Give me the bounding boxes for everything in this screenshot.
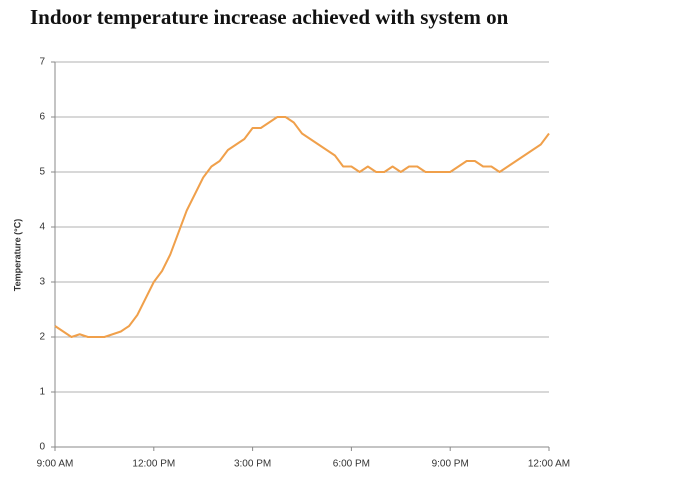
y-tick-label: 7 (39, 57, 45, 68)
y-tick-label: 3 (39, 277, 45, 288)
x-tick-label: 9:00 AM (37, 459, 74, 470)
y-tick-label: 2 (39, 332, 45, 343)
y-axis-label: Temperature (°C) (12, 219, 22, 291)
y-tick-label: 4 (39, 222, 45, 233)
x-tick-label: 12:00 AM (528, 459, 570, 470)
y-tick-label: 6 (39, 112, 45, 123)
x-tick-label: 3:00 PM (234, 459, 271, 470)
y-tick-label: 5 (39, 167, 45, 178)
x-tick-label: 12:00 PM (132, 459, 175, 470)
y-tick-label: 1 (39, 387, 45, 398)
x-tick-label: 9:00 PM (432, 459, 469, 470)
y-tick-label: 0 (39, 442, 45, 453)
chart-title: Indoor temperature increase achieved wit… (30, 5, 509, 29)
x-tick-label: 6:00 PM (333, 459, 370, 470)
line-series (54, 116, 550, 338)
